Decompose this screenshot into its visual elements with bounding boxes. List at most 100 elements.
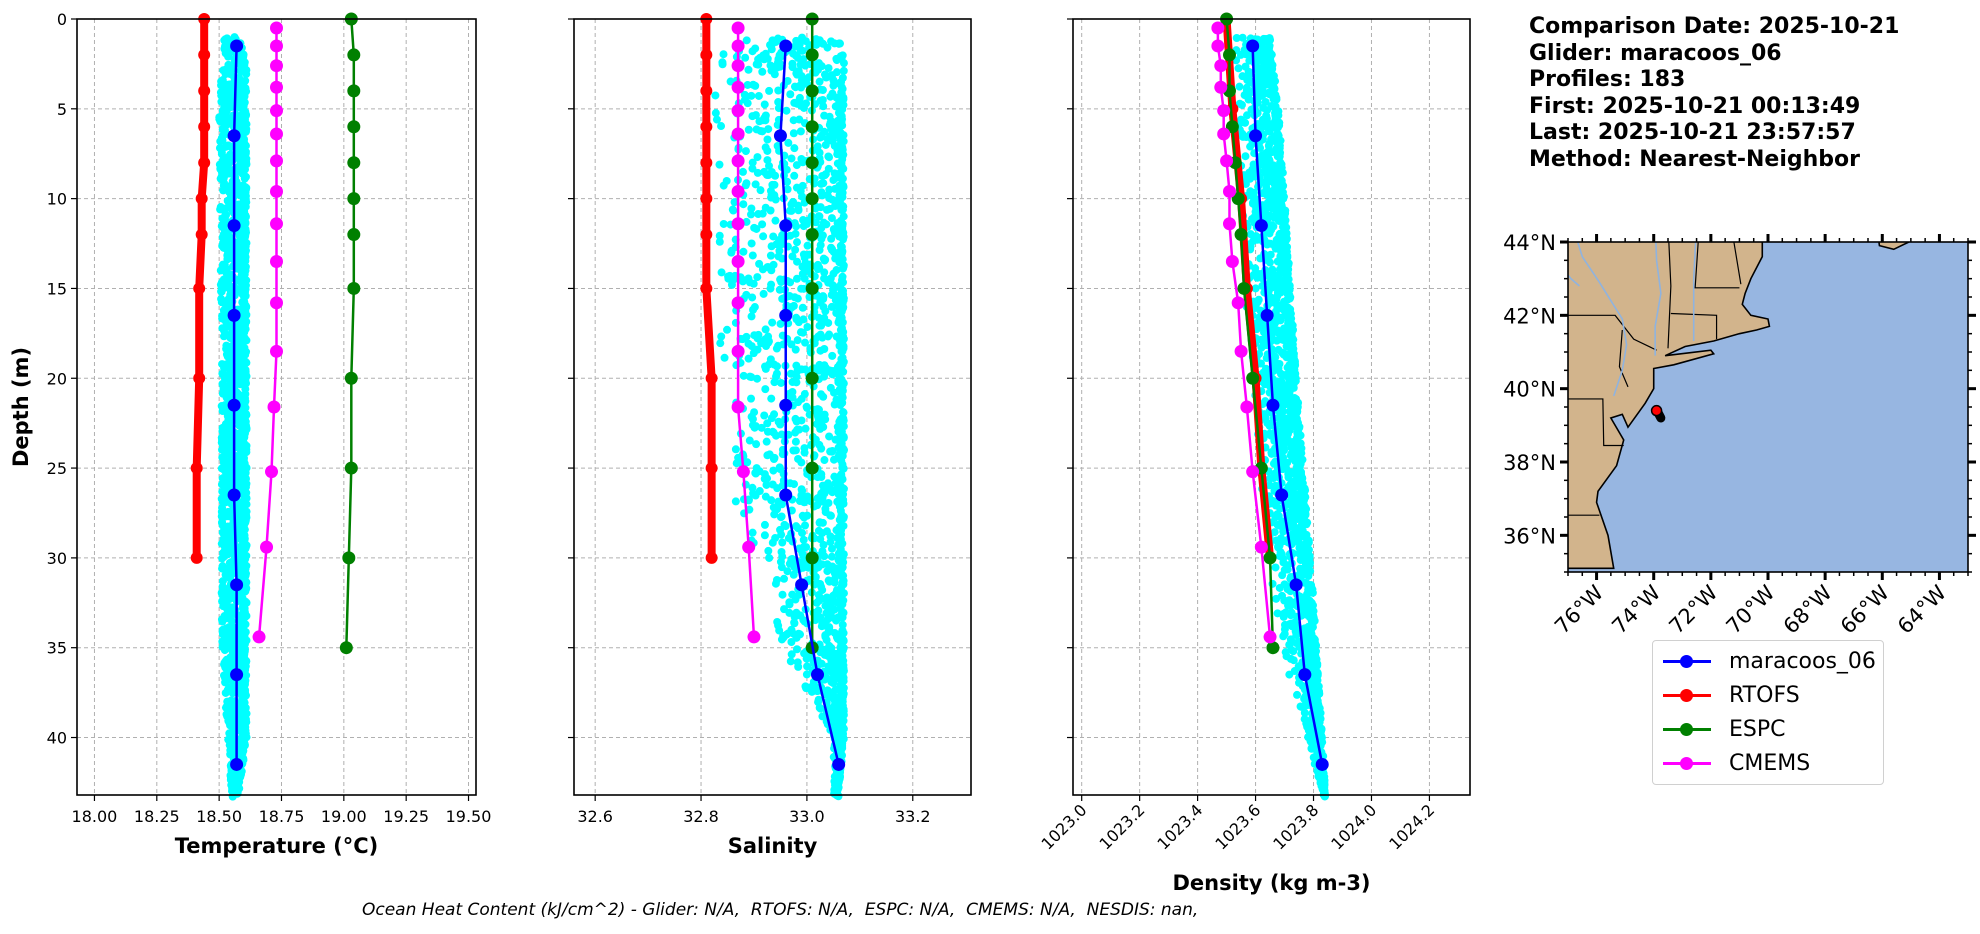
raw-glider-point	[217, 134, 226, 143]
raw-glider-point	[220, 363, 229, 372]
raw-glider-point	[826, 131, 835, 140]
raw-glider-point	[226, 69, 235, 78]
raw-glider-point	[775, 285, 784, 294]
raw-glider-point	[1234, 64, 1243, 73]
raw-glider-point	[748, 415, 757, 424]
raw-glider-point	[815, 440, 824, 449]
series-point-rtofs	[190, 551, 203, 564]
raw-glider-point	[835, 630, 844, 639]
raw-glider-point	[768, 318, 777, 327]
raw-glider-point	[837, 610, 846, 619]
series-point-cmems	[731, 127, 745, 141]
series-point-rtofs	[705, 462, 718, 475]
raw-glider-point	[815, 518, 824, 527]
raw-glider-point	[838, 304, 847, 313]
raw-glider-point	[226, 355, 235, 364]
series-point-espc	[805, 192, 819, 206]
raw-glider-point	[238, 249, 247, 258]
x-tick-label: 18.50	[196, 807, 242, 826]
raw-glider-point	[780, 449, 789, 458]
series-point-maracoos_06	[773, 129, 787, 143]
raw-glider-point	[824, 499, 833, 508]
raw-glider-point	[241, 516, 250, 525]
raw-glider-point	[238, 612, 247, 621]
raw-glider-point	[817, 179, 826, 188]
raw-glider-point	[217, 81, 226, 90]
raw-glider-point	[838, 174, 847, 183]
axes-frame	[573, 18, 972, 796]
y-tick-label: 25	[47, 459, 67, 478]
raw-glider-point	[761, 492, 770, 501]
series-point-rtofs	[198, 84, 211, 97]
series-point-rtofs	[195, 192, 208, 205]
raw-glider-point	[1267, 225, 1276, 234]
raw-glider-point	[242, 561, 251, 570]
raw-glider-point	[796, 328, 805, 337]
series-point-maracoos_06	[779, 39, 793, 53]
raw-glider-point	[744, 125, 753, 134]
raw-glider-point	[786, 657, 795, 666]
raw-glider-point	[821, 140, 830, 149]
raw-glider-point	[1254, 77, 1263, 86]
raw-glider-point	[1245, 174, 1254, 183]
raw-glider-point	[221, 420, 230, 429]
raw-glider-point	[220, 626, 229, 635]
raw-glider-point	[240, 741, 249, 750]
raw-glider-point	[239, 102, 248, 111]
raw-glider-point	[801, 521, 810, 530]
raw-glider-point	[820, 456, 829, 465]
raw-glider-point	[816, 346, 825, 355]
raw-glider-point	[1279, 632, 1288, 641]
raw-glider-point	[1269, 213, 1278, 222]
raw-glider-point	[219, 88, 228, 97]
raw-glider-point	[796, 81, 805, 90]
raw-glider-point	[751, 422, 760, 431]
raw-glider-point	[233, 52, 242, 61]
raw-glider-point	[778, 538, 787, 547]
raw-glider-point	[786, 90, 795, 99]
raw-glider-point	[839, 673, 848, 682]
series-point-espc	[347, 228, 361, 242]
raw-glider-point	[1300, 715, 1309, 724]
raw-glider-point	[837, 54, 846, 63]
raw-glider-point	[1290, 618, 1299, 627]
y-tick-label: 20	[47, 369, 67, 388]
raw-glider-point	[748, 293, 757, 302]
raw-glider-point	[1304, 733, 1313, 742]
raw-glider-point	[788, 59, 797, 68]
raw-glider-point	[1243, 75, 1252, 84]
raw-glider-point	[221, 231, 230, 240]
raw-glider-point	[761, 116, 770, 125]
raw-glider-point	[1289, 513, 1298, 522]
series-point-rtofs	[700, 48, 713, 61]
raw-glider-point	[803, 241, 812, 250]
raw-glider-point	[792, 522, 801, 531]
raw-glider-point	[717, 332, 726, 341]
series-point-cmems	[731, 154, 745, 168]
raw-glider-point	[814, 563, 823, 572]
raw-glider-point	[758, 220, 767, 229]
raw-glider-point	[1241, 50, 1250, 59]
raw-glider-point	[838, 188, 847, 197]
raw-glider-point	[1293, 528, 1302, 537]
raw-glider-point	[234, 429, 243, 438]
raw-glider-point	[821, 415, 830, 424]
raw-glider-point	[820, 268, 829, 277]
series-point-cmems	[731, 344, 745, 358]
raw-glider-point	[837, 582, 846, 591]
raw-glider-point	[719, 50, 728, 59]
raw-glider-point	[803, 322, 812, 331]
raw-glider-point	[835, 317, 844, 326]
raw-glider-point	[836, 128, 845, 137]
raw-glider-point	[1235, 82, 1244, 91]
raw-glider-point	[839, 344, 848, 353]
series-point-rtofs	[198, 120, 211, 133]
raw-glider-point	[241, 172, 250, 181]
raw-glider-point	[792, 633, 801, 642]
raw-glider-point	[1284, 601, 1293, 610]
raw-glider-point	[838, 460, 847, 469]
raw-glider-point	[787, 154, 796, 163]
raw-glider-point	[837, 510, 846, 519]
raw-glider-point	[740, 95, 749, 104]
